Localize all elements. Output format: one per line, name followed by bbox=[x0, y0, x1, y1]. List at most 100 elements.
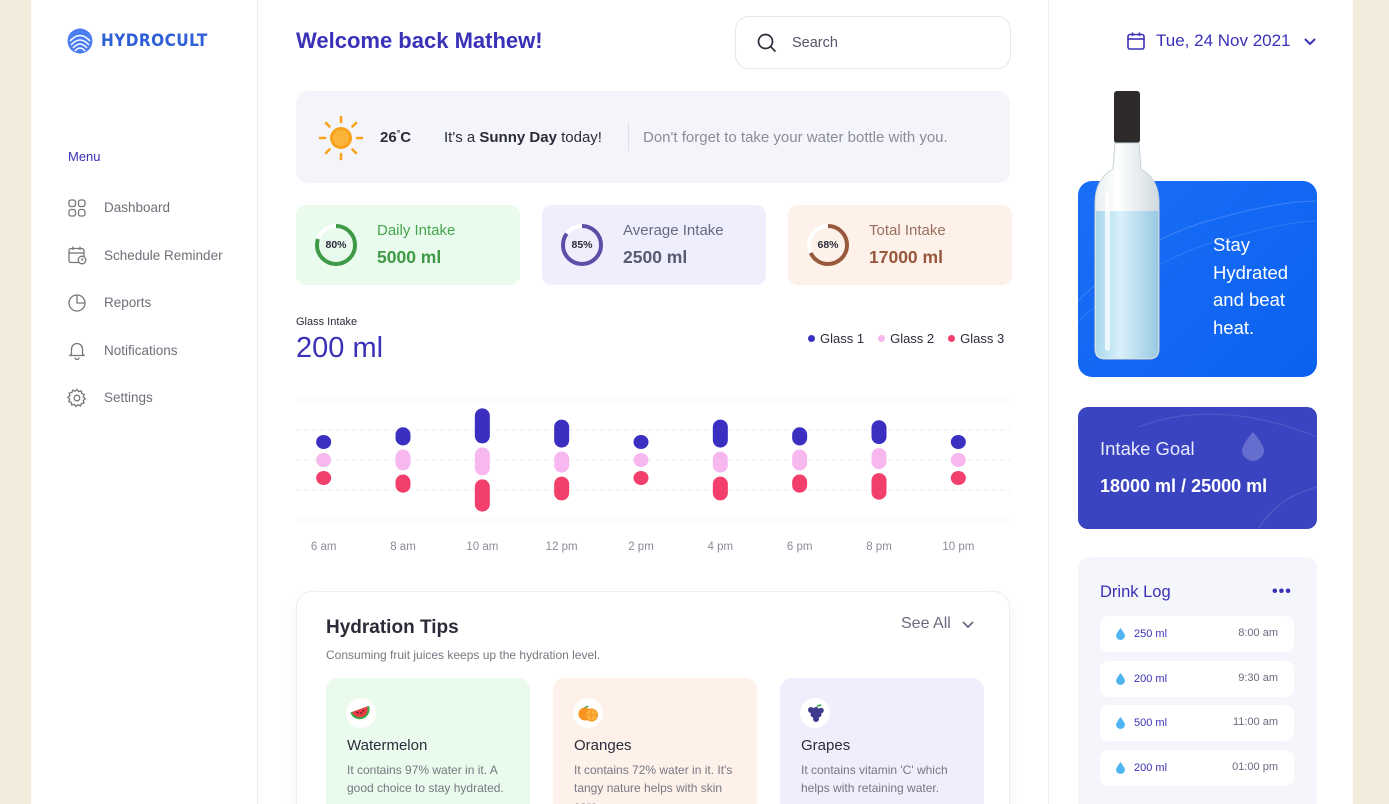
logo[interactable]: HYDROCULT bbox=[67, 28, 220, 54]
calendar-icon bbox=[1127, 32, 1145, 50]
list-item[interactable]: 250 ml 8:00 am bbox=[1100, 616, 1294, 652]
tips-title: Hydration Tips bbox=[326, 617, 459, 638]
search-input[interactable] bbox=[792, 34, 982, 51]
bar-glass-3[interactable] bbox=[792, 474, 808, 493]
bar-glass-1[interactable] bbox=[792, 427, 808, 446]
gear-icon bbox=[67, 388, 87, 408]
stat-title: Total Intake bbox=[869, 222, 946, 239]
bar-glass-2[interactable] bbox=[316, 453, 332, 467]
bar-glass-3[interactable] bbox=[950, 471, 966, 485]
fruit-description: It contains vitamin 'C' which helps with… bbox=[801, 763, 948, 795]
bar-glass-3[interactable] bbox=[871, 473, 887, 500]
water-drop-icon bbox=[1116, 761, 1125, 774]
bar-glass-2[interactable] bbox=[871, 448, 887, 470]
bar-glass-1[interactable] bbox=[633, 435, 649, 449]
progress-ring-fill bbox=[561, 224, 603, 266]
bar-glass-1[interactable] bbox=[474, 408, 490, 444]
bar-glass-1[interactable] bbox=[316, 435, 332, 449]
bar-glass-3[interactable] bbox=[474, 479, 490, 512]
user-name: Mathew! bbox=[454, 28, 543, 53]
temperature-unit: C bbox=[400, 129, 412, 146]
progress-percent: 68% bbox=[817, 239, 839, 251]
more-options-button[interactable]: ••• bbox=[1272, 583, 1292, 600]
bar-glass-1[interactable] bbox=[871, 420, 887, 445]
fruit-icon-holder bbox=[800, 698, 830, 728]
log-amount: 200 ml bbox=[1134, 672, 1168, 685]
list-item[interactable]: 200 ml 01:00 pm bbox=[1100, 749, 1294, 786]
sidebar-item-notifications[interactable]: Notifications bbox=[67, 327, 223, 375]
sidebar-item-reports[interactable]: Reports bbox=[67, 279, 223, 327]
legend-item-glass-1[interactable]: Glass 1 bbox=[808, 331, 864, 346]
sidebar-item-schedule-reminder[interactable]: Schedule Reminder bbox=[67, 232, 223, 280]
calendar-clock-icon bbox=[68, 246, 87, 265]
bar-glass-3[interactable] bbox=[316, 471, 332, 485]
drink-log-list: 250 ml 8:00 am 200 ml 9:30 am 500 ml 11:… bbox=[1100, 616, 1294, 794]
bar-glass-2[interactable] bbox=[395, 449, 411, 471]
logo-text: HYDROCULT bbox=[101, 31, 208, 51]
glass-intake-label: Glass Intake bbox=[296, 316, 358, 328]
main-content: Welcome back Mathew! 26°C It's a Sunny D… bbox=[258, 0, 1048, 804]
log-time: 8:00 am bbox=[1238, 627, 1278, 639]
bell-icon bbox=[68, 343, 86, 361]
bar-glass-2[interactable] bbox=[950, 453, 966, 467]
chevron-down-icon bbox=[1303, 38, 1316, 46]
list-item[interactable]: 500 ml 11:00 am bbox=[1100, 705, 1294, 741]
bar-glass-2[interactable] bbox=[474, 447, 490, 476]
weather-condition: It's a Sunny Day today! bbox=[444, 129, 602, 146]
stat-value: 2500 ml bbox=[623, 247, 688, 267]
x-tick-label: 2 pm bbox=[628, 541, 654, 553]
bar-glass-3[interactable] bbox=[712, 476, 728, 501]
sidebar-item-dashboard[interactable]: Dashboard bbox=[67, 184, 223, 232]
tip-card-oranges[interactable]: Oranges It contains 72% water in it. It'… bbox=[553, 678, 757, 804]
list-item[interactable]: 200 ml 9:30 am bbox=[1100, 660, 1294, 697]
bar-glass-2[interactable] bbox=[633, 453, 649, 467]
bar-glass-2[interactable] bbox=[554, 451, 570, 473]
weather-banner: 26°C It's a Sunny Day today! Don't forge… bbox=[296, 91, 1010, 183]
stat-card-daily-intake[interactable]: 80% Daily Intake 5000 ml bbox=[296, 205, 520, 285]
sidebar-item-label: Reports bbox=[104, 295, 152, 311]
tips-subtitle: Consuming fruit juices keeps up the hydr… bbox=[326, 648, 601, 662]
fruit-name: Watermelon bbox=[347, 737, 428, 754]
see-all-button[interactable]: See All bbox=[901, 615, 975, 633]
tip-card-watermelon[interactable]: Watermelon It contains 97% water in it. … bbox=[326, 678, 530, 804]
bar-glass-1[interactable] bbox=[554, 419, 570, 448]
legend-item-glass-3[interactable]: Glass 3 bbox=[948, 331, 1004, 346]
weather-condition-name: Sunny Day bbox=[479, 129, 557, 146]
bar-glass-2[interactable] bbox=[792, 449, 808, 471]
search-box[interactable] bbox=[735, 16, 1011, 69]
stat-value: 17000 ml bbox=[869, 247, 943, 267]
bar-glass-3[interactable] bbox=[633, 471, 649, 485]
welcome-prefix: Welcome back bbox=[296, 28, 455, 53]
tip-card-grapes[interactable]: Grapes It contains vitamin 'C' which hel… bbox=[780, 678, 984, 804]
bar-glass-1[interactable] bbox=[712, 419, 728, 448]
x-tick-label: 10 am bbox=[466, 541, 498, 553]
bar-glass-1[interactable] bbox=[950, 435, 966, 449]
bar-glass-1[interactable] bbox=[395, 427, 411, 446]
fruit-name: Oranges bbox=[574, 737, 632, 754]
glass-intake-chart: 6 am 8 am 10 am 12 pm 2 pm 4 pm 6 pm 8 pm 10 pm bbox=[296, 399, 1010, 553]
hydration-tips-panel: Hydration Tips Consuming fruit juices ke… bbox=[296, 591, 1010, 804]
fruit-description: It contains 97% water in it. A good choi… bbox=[347, 763, 504, 795]
app-frame: HYDROCULT Menu Dashboard Schedule Remind… bbox=[31, 0, 1353, 804]
sidebar-item-label: Dashboard bbox=[104, 200, 171, 216]
temperature: 26°C bbox=[380, 128, 411, 146]
progress-ring bbox=[315, 224, 357, 266]
legend-item-glass-2[interactable]: Glass 2 bbox=[878, 331, 934, 346]
goal-value: 18000 ml / 25000 ml bbox=[1100, 476, 1268, 496]
water-drop-icon bbox=[1242, 432, 1264, 461]
sidebar-item-settings[interactable]: Settings bbox=[67, 374, 223, 422]
log-amount: 250 ml bbox=[1134, 628, 1168, 640]
progress-ring bbox=[807, 224, 849, 266]
bar-glass-2[interactable] bbox=[712, 451, 728, 473]
log-time: 11:00 am bbox=[1232, 716, 1278, 728]
x-tick-label: 6 am bbox=[311, 541, 337, 553]
stat-card-average-intake[interactable]: 85% Average Intake 2500 ml bbox=[542, 205, 766, 285]
water-drop-icon bbox=[1116, 628, 1125, 640]
bar-glass-3[interactable] bbox=[395, 474, 411, 493]
log-time: 01:00 pm bbox=[1232, 760, 1278, 773]
bar-glass-3[interactable] bbox=[554, 476, 570, 501]
search-icon bbox=[757, 33, 777, 52]
right-panel: Tue, 24 Nov 2021 Stay Hydrated and beat … bbox=[1048, 0, 1353, 804]
stat-card-total-intake[interactable]: 68% Total Intake 17000 ml bbox=[788, 205, 1012, 285]
date-picker[interactable]: Tue, 24 Nov 2021 bbox=[1126, 31, 1317, 51]
